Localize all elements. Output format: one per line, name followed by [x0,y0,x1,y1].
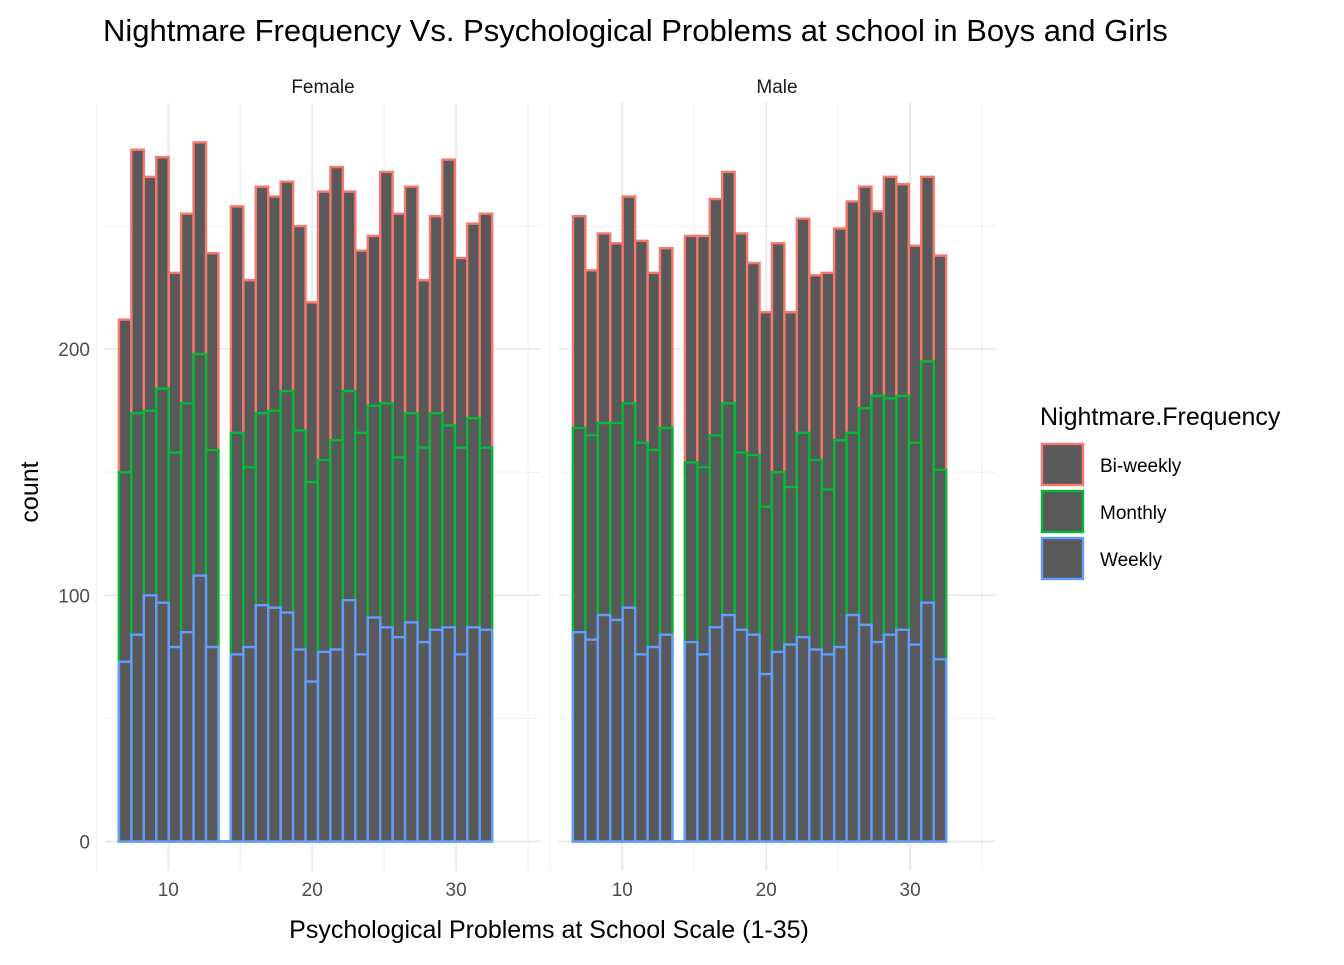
bar-weekly-17 [784,645,796,842]
facet-panels: Female 10 20 30 0 100 200 Male 10 20 30 [58,77,995,901]
bar-weekly-14 [747,635,759,842]
bar-weekly-14 [293,649,305,841]
chart-title: Nightmare Frequency Vs. Psychological Pr… [103,13,1168,48]
bar-weekly-0 [573,632,585,841]
bar-weekly-22 [847,615,859,841]
x-tick-label: 10 [158,880,179,901]
x-tick-label: 30 [446,880,467,901]
bar-weekly-3 [156,603,168,842]
y-tick-label: 0 [79,832,90,853]
facet-strip-label: Female [291,77,354,98]
bar-weekly-18 [343,600,355,841]
bar-weekly-0 [119,662,131,842]
bar-weekly-4 [169,647,181,841]
x-tick-label: 30 [900,880,921,901]
bar-weekly-24 [418,642,430,841]
bar-weekly-17 [330,649,342,841]
bar-weekly-26 [896,630,908,842]
bar-weekly-21 [380,627,392,841]
bar-weekly-19 [355,654,367,841]
bar-weekly-18 [797,637,809,841]
bar-weekly-5 [635,654,647,841]
x-axis-title: Psychological Problems at School Scale (… [289,916,809,944]
legend-label: Weekly [1100,550,1162,571]
bar-weekly-15 [306,681,318,841]
bar-weekly-28 [467,627,479,841]
legend-item-weekly: Weekly [1042,538,1162,579]
bar-weekly-12 [268,608,280,842]
legend-label: Monthly [1100,503,1167,524]
bar-weekly-20 [822,654,834,841]
bar-weekly-26 [442,627,454,841]
bar-weekly-9 [685,642,697,841]
bar-weekly-10 [243,647,255,841]
bar-weekly-16 [318,652,330,842]
bar-weekly-6 [194,576,206,842]
bar-weekly-20 [368,617,380,841]
bar-weekly-27 [909,645,921,842]
bar-weekly-25 [430,630,442,842]
bar-weekly-2 [598,615,610,841]
legend-key [1042,491,1083,532]
facet-panel-female: Female 10 20 30 0 100 200 [58,77,541,901]
legend-title: Nightmare.Frequency [1040,403,1281,431]
y-tick-label: 200 [58,340,90,361]
bar-weekly-2 [144,595,156,841]
bar-weekly-23 [859,625,871,842]
bar-weekly-7 [660,635,672,842]
bar-weekly-6 [648,647,660,841]
legend-label: Bi-weekly [1100,456,1182,477]
facet-strip-label: Male [756,77,797,98]
legend-key [1042,444,1083,485]
bar-weekly-10 [697,654,709,841]
legend-item-monthly: Monthly [1042,491,1167,532]
bar-weekly-3 [610,620,622,842]
bar-weekly-13 [281,613,293,842]
bar-weekly-11 [710,627,722,841]
y-axis-title: count [16,461,44,522]
bar-weekly-13 [735,630,747,842]
bar-weekly-29 [934,659,946,841]
bar-weekly-1 [585,640,597,842]
bar-weekly-25 [884,635,896,842]
bar-weekly-1 [131,635,143,842]
bar-weekly-24 [872,642,884,841]
bar-weekly-21 [834,647,846,841]
bar-weekly-27 [455,654,467,841]
bar-weekly-12 [722,615,734,841]
x-tick-label: 20 [756,880,777,901]
bar-weekly-4 [623,608,635,842]
bar-weekly-28 [921,603,933,842]
bar-weekly-22 [393,637,405,841]
legend-key [1042,538,1083,579]
bar-weekly-19 [809,649,821,841]
bar-weekly-16 [772,652,784,842]
bars [119,142,492,841]
bar-weekly-15 [760,674,772,841]
facet-panel-male: Male 10 20 30 [550,77,995,901]
y-tick-label: 100 [58,586,90,607]
bars [573,172,946,842]
x-tick-label: 20 [302,880,323,901]
bar-weekly-29 [480,630,492,842]
bar-weekly-7 [206,647,218,841]
bar-weekly-5 [181,632,193,841]
bar-weekly-9 [231,654,243,841]
legend: Bi-weekly Monthly Weekly [1042,444,1182,579]
x-tick-label: 10 [612,880,633,901]
bar-weekly-11 [256,605,268,841]
legend-item-biweekly: Bi-weekly [1042,444,1182,485]
bar-weekly-23 [405,622,417,841]
